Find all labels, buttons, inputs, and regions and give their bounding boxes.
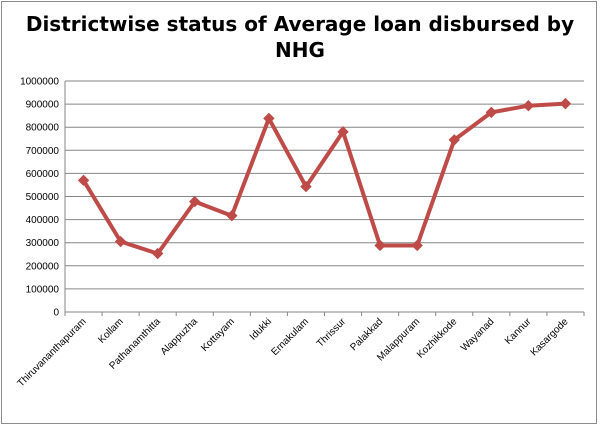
y-tick-label: 600000 <box>26 169 60 180</box>
x-tick-label: Kasargode <box>529 316 571 358</box>
x-tick-label: Thiruvananthapuram <box>16 316 89 389</box>
data-point <box>226 209 238 222</box>
data-point <box>559 97 572 110</box>
y-tick-label: 200000 <box>26 261 60 272</box>
y-tick-label: 700000 <box>26 146 60 157</box>
data-point <box>77 174 90 187</box>
data-point <box>522 100 535 112</box>
data-point <box>374 239 386 252</box>
series-line <box>81 101 568 256</box>
x-tick-label: Idukki <box>248 316 274 342</box>
x-tick-label: Alappuzha <box>159 316 201 358</box>
y-tick-label: 900000 <box>26 100 60 111</box>
y-tick-label: 400000 <box>26 215 60 226</box>
chart-title: Districtwise status of Average loan disb… <box>0 11 600 63</box>
y-tick-label: 800000 <box>26 123 60 134</box>
chart-title-line-2: NHG <box>275 38 325 62</box>
x-tick-label: Kozhikkode <box>415 316 460 361</box>
data-point <box>300 180 312 193</box>
data-point <box>114 235 127 248</box>
x-tick-label: Kannur <box>503 316 534 347</box>
data-point <box>263 112 275 125</box>
y-tick-label: 0 <box>53 308 59 319</box>
x-tick-label: Wayanad <box>459 316 496 353</box>
data-point <box>485 106 498 119</box>
chart-title-line-1: Districtwise status of Average loan disb… <box>25 12 575 36</box>
data-point <box>151 247 164 260</box>
x-tick-label: Kollam <box>96 316 125 345</box>
x-tick-label: Kottayam <box>199 316 237 354</box>
y-tick-label: 300000 <box>26 238 60 249</box>
x-tick-label: Palakkad <box>348 316 385 353</box>
x-tick-label: Ernakulam <box>269 316 311 358</box>
x-tick-label: Thrissur <box>315 316 349 350</box>
data-point <box>189 195 201 208</box>
y-tick-label: 500000 <box>26 192 60 203</box>
data-point <box>337 126 349 138</box>
data-point <box>411 239 423 252</box>
data-point <box>448 134 460 146</box>
y-tick-label: 1000000 <box>20 77 59 88</box>
y-tick-label: 100000 <box>26 284 60 295</box>
